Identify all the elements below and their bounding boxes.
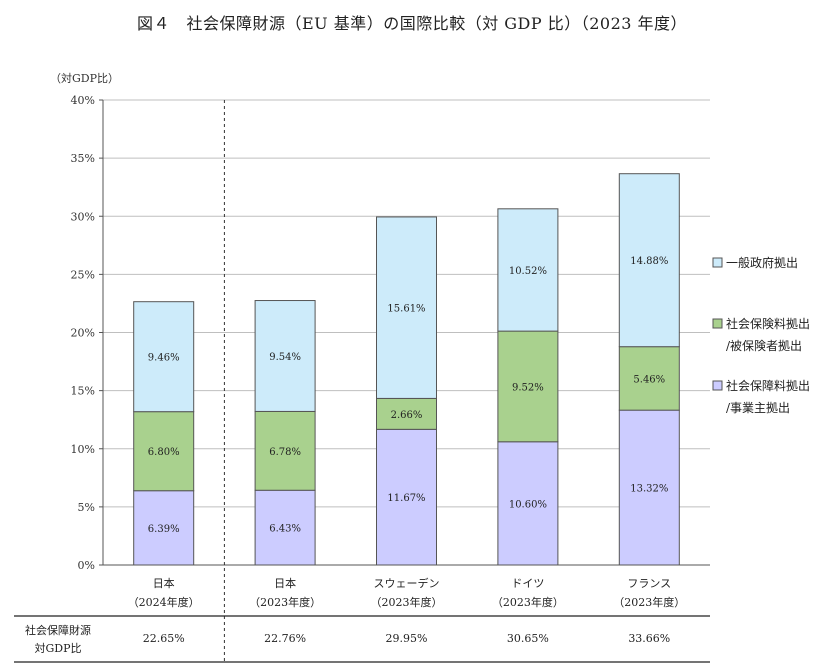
data-label: 9.54% [269,352,301,363]
legend-label: /事業主拠出 [726,401,790,415]
y-tick-label: 20% [71,327,95,340]
table-cell: 22.65% [143,632,185,645]
chart-title: 図４ 社会保障財源（EU 基準）の国際比較（対 GDP 比）（2023 年度） [136,14,688,33]
data-label: 6.78% [269,447,301,458]
x-tick-label: スウェーデン [374,576,440,590]
data-label: 6.80% [148,447,180,458]
bar-segment [254,300,316,412]
x-axis: 日本 （2024年度） 日本 （2023年度） スウェーデン （2023年度） ドイツ （20… [128,100,685,662]
table-row-label: 対GDP比 [34,641,81,655]
data-label: 15.61% [387,304,425,315]
data-label: 13.32% [630,484,668,495]
legend-swatch [712,380,723,391]
y-tick-label: 5% [78,501,95,514]
bar-segment [497,441,559,566]
x-tick-label: ドイツ [511,577,544,590]
table-cell: 22.76% [264,632,306,645]
y-tick-label: 30% [71,210,95,223]
bar-segment [254,489,316,566]
bar-segment [133,301,195,413]
legend-label: 社会保険料拠出 [726,316,810,331]
bars [133,173,680,566]
bar-segment [376,397,437,430]
data-label: 11.67% [387,493,425,504]
table-cell: 30.65% [507,632,549,645]
data-label: 14.88% [630,256,668,267]
y-tick-label: 40% [71,94,95,107]
data-label: 9.52% [512,382,544,393]
bar-segment [376,216,437,399]
data-label: 10.52% [509,266,547,277]
table-row-label: 社会保障財源 [25,623,91,637]
x-tick-label: （2023年度） [613,595,685,609]
y-axis-label: （対GDP比） [50,71,119,85]
data-label: 10.60% [509,499,547,510]
bar-segment [376,428,437,566]
y-tick-label: 0% [78,559,95,572]
data-labels: 6.39% 6.80% 9.46% 6.43% 6.78% 9.54% 11.67% 2.66… [148,256,669,535]
y-tick-label: 35% [71,152,95,165]
data-label: 9.46% [148,353,180,364]
bar-segment [133,411,195,492]
y-tick-label: 15% [71,385,95,398]
data-label: 6.39% [148,524,180,535]
bar-segment [618,346,680,411]
legend-label: 社会保障料拠出 [726,378,810,393]
bar-segment [254,410,316,491]
x-tick-label: フランス [627,577,671,590]
bar-segment [133,490,195,566]
x-tick-label: （2023年度） [249,595,321,609]
bar-segment [497,330,559,443]
legend-swatch [712,257,723,268]
table-cell: 33.66% [628,632,670,645]
legend-label: /被保険者拠出 [726,339,802,353]
legend-label: 一般政府拠出 [726,255,798,270]
x-tick-label: 日本 [274,576,296,590]
x-tick-label: 日本 [153,576,175,590]
data-label: 6.43% [269,524,301,535]
data-label: 5.46% [633,374,665,385]
bar-segment [618,409,680,566]
legend-swatch [712,318,723,329]
table-cell: 29.95% [386,632,428,645]
x-tick-label: （2023年度） [371,595,443,609]
bar-segment [618,173,680,348]
y-tick-label: 25% [71,268,95,281]
y-axis: （対GDP比） 0% 5% 10% 15% 20% 25% 30% 35% 40% [50,71,710,572]
x-tick-label: （2024年度） [128,595,200,609]
y-tick-label: 10% [71,443,95,456]
bar-segment [497,208,559,332]
x-tick-label: （2023年度） [492,595,564,609]
data-label: 2.66% [391,410,423,421]
